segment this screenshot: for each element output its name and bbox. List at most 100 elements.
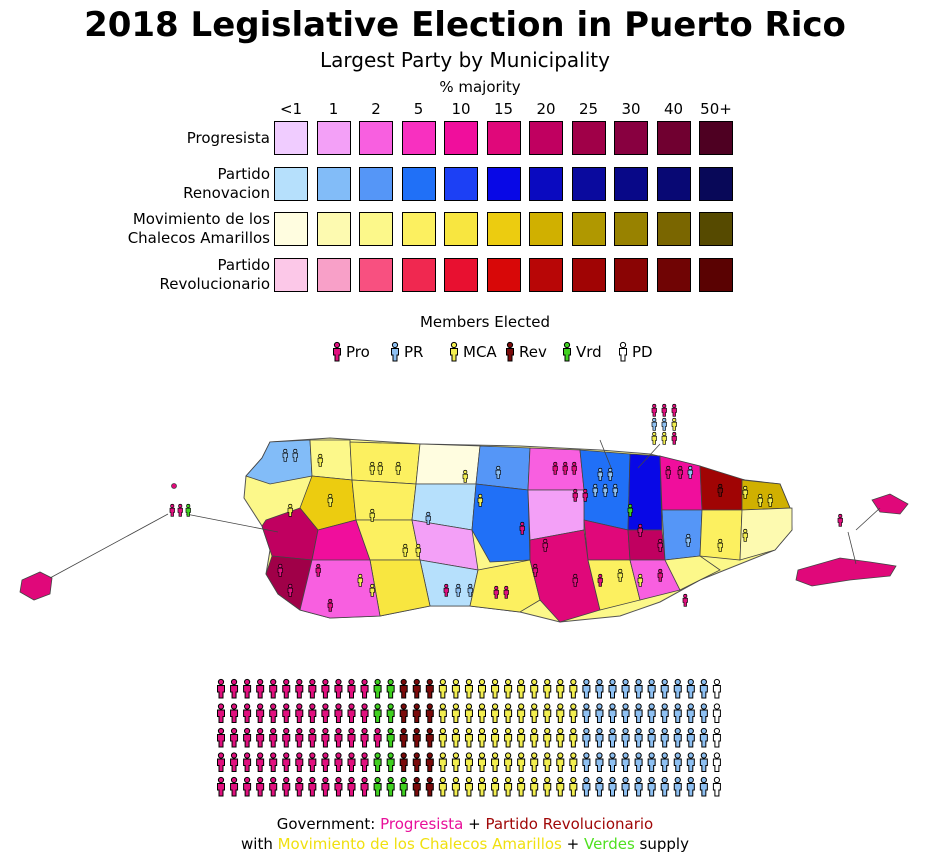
map-seat-icon (685, 533, 691, 547)
map-seat-icon (519, 521, 525, 535)
seat-icon (360, 776, 369, 797)
seat-icon (647, 703, 656, 723)
seat-icon (673, 776, 682, 797)
municipality (349, 441, 421, 485)
seat-icon (256, 727, 265, 748)
map-seat-icon (477, 493, 483, 507)
members-legend-item: Rev (503, 341, 547, 363)
supply-party-1: Movimiento de los Chalecos Amarillos (277, 835, 562, 853)
map-seat-icon (657, 568, 663, 582)
legend-swatch (274, 121, 308, 155)
legend-swatch (486, 121, 521, 155)
seat-icon (451, 703, 460, 723)
legend-party-label: Partido Revolucionario (159, 256, 270, 294)
map-seat-icon (607, 467, 613, 481)
map-seat-icon (717, 483, 723, 497)
municipality-map (19, 403, 909, 623)
seat-icon (295, 752, 304, 772)
seat-icon (660, 703, 669, 723)
seat-icon (464, 727, 473, 748)
map-seat-icon (177, 503, 183, 517)
mona-island (19, 571, 53, 601)
seat-icon (634, 703, 643, 723)
seat-icon (451, 752, 460, 772)
seat-icon (569, 776, 578, 797)
seat-icon (660, 678, 669, 699)
seat-icon (334, 703, 343, 723)
seat-icon (582, 727, 591, 748)
seat-icon (308, 752, 317, 772)
map-seat-icon (665, 465, 671, 479)
seat-icon (230, 776, 239, 797)
seat-icon (464, 776, 473, 797)
map-seat-icon (185, 503, 191, 517)
legend-party-label-line: Revolucionario (159, 275, 270, 293)
map-seat-icon (495, 465, 501, 479)
municipality (415, 443, 481, 485)
members-legend-label: Vrd (576, 343, 602, 361)
seat-icon (621, 678, 630, 699)
seat-icon (230, 752, 239, 772)
map-seat-icon (169, 503, 175, 517)
legend-swatch (699, 212, 733, 246)
map-seat-icon (677, 465, 683, 479)
legend-party-label-line: Partido (217, 165, 270, 183)
person-icon (506, 341, 514, 362)
legend-swatch (316, 167, 351, 201)
map-seat-icon (572, 488, 578, 502)
seat-icon (608, 678, 617, 699)
legend-party-label-line: Chalecos Amarillos (127, 229, 270, 247)
seat-icon (282, 727, 291, 748)
seat-icon (347, 752, 356, 772)
seat-icon (595, 776, 604, 797)
seat-icon (217, 727, 225, 748)
members-legend-item: PR (388, 341, 423, 363)
seat-grid (217, 678, 721, 797)
map-seat-icon (657, 538, 663, 552)
seat-icon (504, 678, 513, 699)
seat-icon (438, 752, 447, 772)
map-seat-icon (742, 528, 748, 542)
municipality (245, 439, 313, 485)
seat-icon (530, 678, 539, 699)
map-seat-icon (562, 461, 568, 475)
seat-icon (478, 703, 486, 723)
seat-icon (582, 703, 591, 723)
seat-icon (660, 727, 669, 748)
legend-swatch (401, 121, 436, 155)
map-seat-icon (671, 417, 677, 431)
government-party-1: Progresista (380, 815, 464, 833)
seat-icon (543, 703, 552, 723)
map-seat-icon (277, 563, 283, 577)
seat-icon (712, 776, 721, 797)
seat-icon (569, 678, 578, 699)
seat-icon (230, 703, 239, 723)
map-seat-icon (552, 461, 558, 475)
municipality (351, 479, 417, 521)
legend-swatch (316, 121, 351, 155)
legend-swatch (359, 167, 393, 201)
seat-icon (517, 776, 526, 797)
seat-icon (491, 776, 500, 797)
members-legend-label: Rev (519, 343, 547, 361)
municipality (309, 439, 353, 481)
seat-icon (464, 703, 473, 723)
supply-party-2: Verdes (583, 835, 635, 853)
seat-icon (673, 727, 682, 748)
seat-icon (282, 776, 291, 797)
seat-icon (399, 727, 408, 748)
map-seat-icon (592, 483, 598, 497)
government-line: Government: Progresista + Partido Revolu… (0, 814, 930, 834)
legend-tick: 25 (578, 100, 599, 118)
legend-swatch (614, 258, 648, 292)
seat-icon (595, 678, 604, 699)
seat-icon (243, 752, 252, 772)
seat-icon (412, 678, 421, 699)
seat-icon (464, 678, 473, 699)
seat-icon (595, 703, 604, 723)
leader-line (599, 439, 613, 471)
seat-icon (699, 752, 708, 772)
seat-icon (712, 703, 721, 723)
leader-line (847, 531, 857, 565)
seat-icon (321, 727, 330, 748)
